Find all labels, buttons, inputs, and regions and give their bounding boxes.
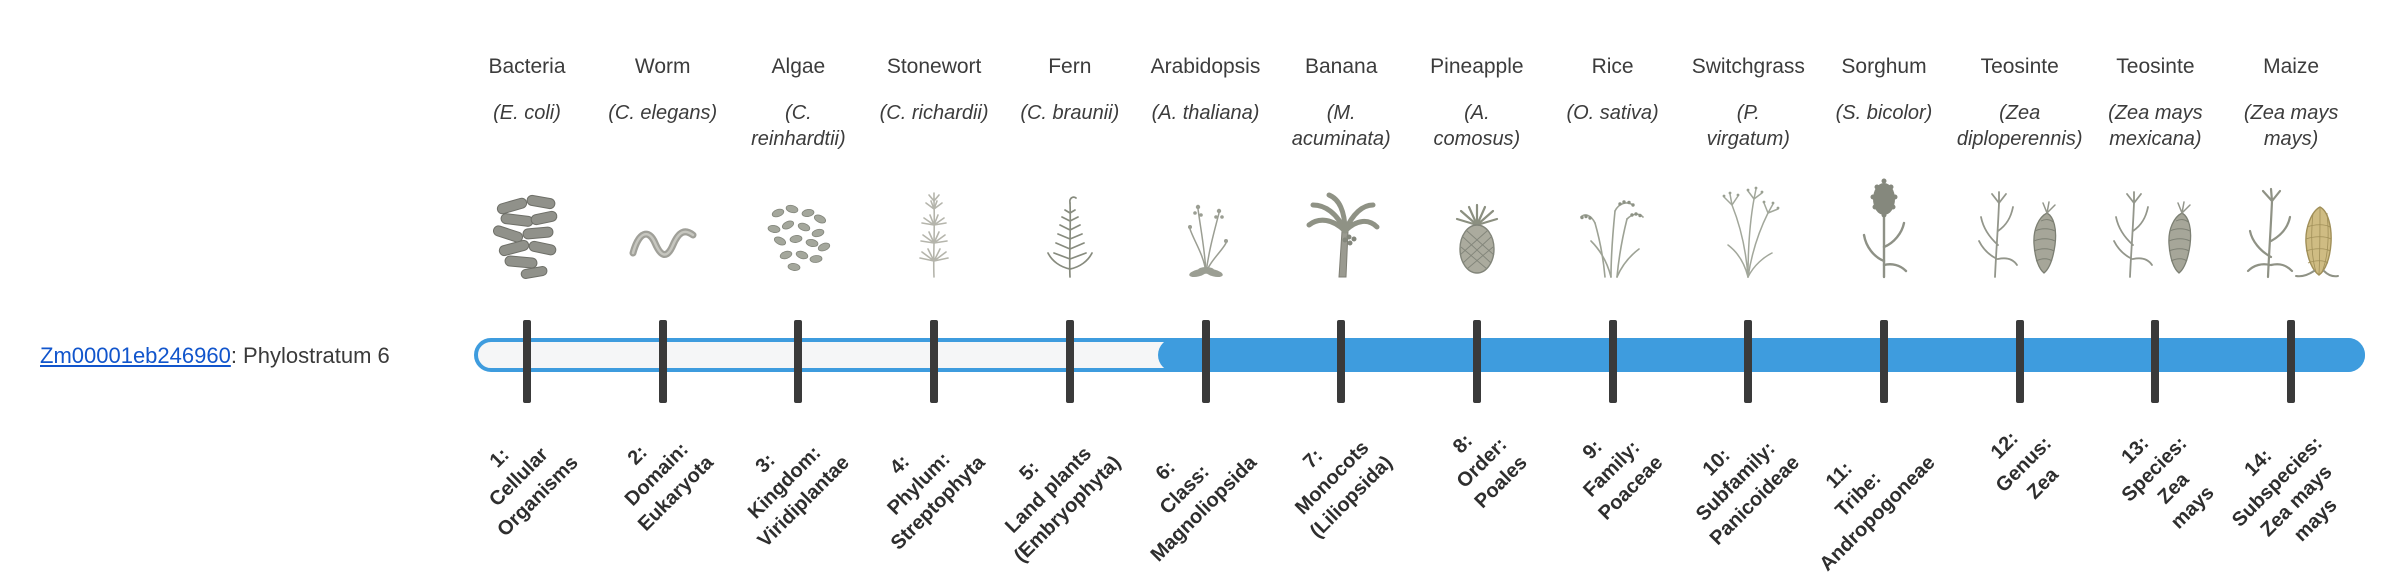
phylostratum-label: 3: Kingdom: Viridiplantae (743, 441, 854, 552)
phylostratum-tick (1065, 320, 1074, 403)
organism-name: Teosinte (2116, 55, 2195, 78)
phylostratum-tick (1201, 320, 1210, 403)
phylostratum-tick (930, 320, 939, 403)
arabidopsis-icon (1136, 168, 1276, 285)
teosinte-icon (1950, 168, 2090, 285)
fern-icon (1000, 168, 1140, 285)
organism-column: Pineapple (A. comosus) 8: Order: Poales (1407, 0, 1547, 580)
organism-name: Arabidopsis (1150, 55, 1261, 78)
bacteria-icon (457, 168, 597, 285)
organism-name: Fern (1048, 55, 1092, 78)
phylostratum-tick (523, 320, 531, 403)
phylostratum-label: 14: Subspecies: Zea mays mays (2228, 432, 2342, 546)
organism-column: Worm (C. elegans) 2: Domain: Eukaryota (593, 0, 733, 580)
organism-name: Pineapple (1430, 55, 1524, 78)
organism-name: Maize (2263, 55, 2320, 78)
phylostratum-tick (658, 320, 667, 403)
organism-scientific-name: (C. reinhardtii) (751, 102, 846, 151)
organism-scientific-name: (C. richardii) (879, 102, 989, 124)
switchgrass-icon (1678, 168, 1818, 285)
phylostratum-label: 2: Domain: Eukaryota (620, 438, 718, 536)
organism-scientific-name: (P. virgatum) (1706, 102, 1790, 151)
phylostratum-tick (1472, 320, 1481, 403)
organism-column: Bacteria (E. coli) 1: Cellular Organisms (457, 0, 597, 580)
organism-name: Sorghum (1841, 55, 1927, 78)
phylostratum-tick (1744, 320, 1753, 403)
phylostratum-label: 13: Species: Zea mays (2117, 432, 2219, 534)
organism-scientific-name: (A. thaliana) (1151, 102, 1260, 124)
rice-icon (1543, 168, 1683, 285)
organism-name: Rice (1591, 55, 1634, 78)
organism-scientific-name: (O. sativa) (1566, 102, 1659, 124)
phylostratum-tick (1608, 320, 1617, 403)
organism-column: Arabidopsis (A. thaliana) 6: Class: Magnol… (1136, 0, 1276, 580)
organism-name: Bacteria (488, 55, 566, 78)
phylostratum-label: 10: Subfamily: Panicoideae (1691, 437, 1804, 550)
organism-name: Worm (634, 55, 691, 78)
phylostrata-bar-fill (1158, 338, 2365, 372)
stonewort-icon (864, 168, 1004, 285)
organism-column: Rice (O. sativa) 9: Family: Poaceae (1543, 0, 1683, 580)
gene-label: Zm00001eb246960: Phylostratum 6 (40, 343, 390, 369)
maize-icon (2221, 168, 2361, 285)
banana-icon (1271, 168, 1411, 285)
gene-phylostratum-text: : Phylostratum 6 (230, 343, 390, 368)
sorghum-icon (1814, 168, 1954, 285)
organism-scientific-name: (M. acuminata) (1291, 102, 1391, 151)
organism-scientific-name: (Zea diploperennis) (1956, 102, 2083, 151)
organism-scientific-name: (C. braunii) (1020, 102, 1120, 124)
gene-id-link[interactable]: Zm00001eb246960 (40, 343, 231, 368)
organism-column: Banana (M. acuminata) 7: Monocots (Liliops… (1271, 0, 1411, 580)
organism-column: Teosinte (Zea mays mexicana) 13: Species: … (2085, 0, 2225, 580)
organism-scientific-name: (Zea mays mexicana) (2108, 102, 2203, 151)
phylostratum-label: 7: Monocots (Liliopsida) (1290, 436, 1397, 543)
organism-scientific-name: (Zea mays mays) (2243, 102, 2339, 151)
organism-column: Sorghum (S. bicolor) 11: Tribe: Andropogon… (1814, 0, 1954, 580)
phylostratum-tick (2287, 320, 2296, 403)
organism-scientific-name: (A. comosus) (1433, 102, 1521, 151)
phylostratum-label: 8: Order: Poales (1449, 429, 1533, 513)
phylostratum-label: 1: Cellular Organisms (484, 443, 583, 542)
organism-column: Teosinte (Zea diploperennis) 12: Genus: Ze… (1950, 0, 2090, 580)
organism-name: Stonewort (886, 55, 982, 78)
organism-name: Teosinte (1980, 55, 2059, 78)
phylostratum-tick (2151, 320, 2160, 403)
organism-column: Switchgrass (P. virgatum) 10: Subfamily: P… (1678, 0, 1818, 580)
organism-scientific-name: (C. elegans) (608, 102, 718, 124)
organism-column: Fern (C. braunii) 5: Land plants (Embryoph… (1000, 0, 1140, 580)
organism-column: Stonewort (C. richardii) 4: Phylum: Strept… (864, 0, 1004, 580)
organism-column: Algae (C. reinhardtii) 3: Kingdom: Viridip… (728, 0, 868, 580)
phylostratum-label: 4: Phylum: Streptophyta (883, 448, 990, 555)
phylostratum-tick (2015, 320, 2024, 403)
organism-name: Switchgrass (1691, 55, 1805, 78)
pineapple-icon (1407, 168, 1547, 285)
phylostratum-label: 12: Genus: Zea (1986, 427, 2063, 504)
phylostratum-tick (1337, 320, 1346, 403)
phylostratum-tick (794, 320, 803, 403)
phylostratum-label: 9: Family: Poaceae (1579, 435, 1668, 525)
algae-icon (728, 168, 868, 285)
organism-name: Banana (1304, 55, 1378, 78)
phylostratum-tick (1880, 320, 1888, 403)
teosinte-icon (2085, 168, 2225, 285)
organism-scientific-name: (S. bicolor) (1835, 102, 1933, 124)
organism-column: Maize (Zea mays mays) 14: Subspecies: Zea … (2221, 0, 2361, 580)
organism-name: Algae (771, 55, 826, 78)
organism-scientific-name: (E. coli) (493, 102, 561, 124)
worm-icon (593, 168, 733, 285)
